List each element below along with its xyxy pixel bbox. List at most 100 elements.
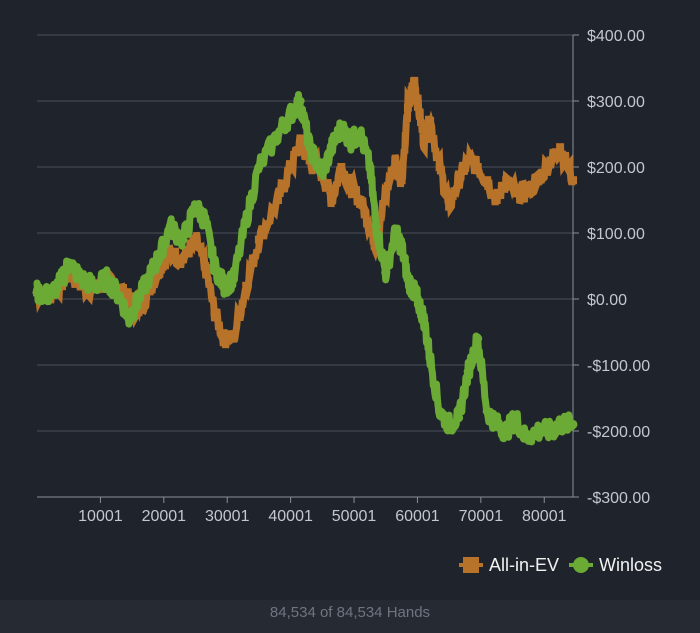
data-point: [273, 129, 283, 139]
data-point: [286, 109, 296, 119]
data-point: [327, 142, 337, 152]
x-tick-label: 80001: [522, 508, 567, 525]
data-point: [220, 334, 229, 343]
y-tick-label: $300.00: [587, 94, 645, 111]
data-point: [533, 426, 543, 436]
data-point: [45, 291, 55, 301]
x-tick-label: 30001: [205, 508, 250, 525]
series-line: [33, 91, 577, 446]
data-point: [242, 281, 251, 290]
y-tick-label: -$100.00: [587, 358, 650, 375]
data-point: [356, 196, 365, 204]
data-point: [134, 308, 143, 317]
data-point: [327, 196, 336, 204]
data-point: [397, 176, 406, 185]
data-point: [365, 162, 375, 172]
data-point: [166, 248, 175, 257]
data-point: [546, 156, 555, 165]
data-point: [473, 334, 483, 344]
series-winloss: [32, 91, 578, 446]
data-point: [146, 268, 156, 278]
data-point: [64, 258, 74, 268]
data-point: [454, 413, 464, 423]
data-point: [241, 215, 251, 225]
data-point: [346, 182, 355, 191]
x-tick-label: 40001: [268, 508, 313, 525]
data-point: [178, 235, 188, 245]
data-point: [413, 97, 422, 105]
data-point: [254, 162, 264, 172]
data-point: [403, 274, 413, 284]
data-point: [492, 196, 501, 204]
data-point: [133, 294, 143, 304]
data-point: [390, 228, 400, 238]
data-point: [200, 215, 210, 225]
y-tick-label: -$300.00: [587, 490, 650, 507]
data-point: [295, 96, 305, 106]
data-point: [32, 287, 42, 297]
data-point: [229, 274, 239, 284]
line-chart: $400.00 $300.00 $200.00 $100.00 $0.00 -$100.0…: [32, 28, 650, 525]
x-tick-label: 50001: [332, 508, 377, 525]
data-point: [473, 163, 482, 171]
data-point: [511, 189, 520, 198]
data-point: [483, 176, 492, 185]
data-point: [445, 202, 454, 211]
y-tick-label: $100.00: [587, 226, 645, 243]
data-point: [102, 274, 112, 284]
data-point: [463, 367, 473, 377]
data-point: [365, 222, 374, 231]
data-point: [568, 419, 578, 429]
data-point: [397, 241, 407, 251]
data-point: [191, 235, 200, 244]
hands-count-footer: 84,534 of 84,534 Hands: [269, 604, 431, 621]
data-point: [419, 314, 429, 324]
data-point: [426, 116, 435, 125]
data-point: [546, 426, 556, 436]
data-point: [76, 274, 86, 284]
data-point: [57, 274, 67, 284]
data-point: [210, 261, 220, 271]
data-point: [346, 136, 356, 146]
x-tick-label: 60001: [395, 508, 440, 525]
data-point: [178, 255, 187, 264]
data-point: [317, 169, 327, 179]
data-point: [533, 176, 542, 185]
data-point: [156, 248, 166, 258]
data-point: [273, 196, 282, 204]
data-point: [419, 136, 428, 145]
data-point: [355, 129, 365, 139]
data-point: [371, 221, 381, 231]
data-point: [511, 413, 521, 423]
data-point: [501, 426, 511, 436]
legend-label-all-in-ev: All-in-EV: [488, 554, 559, 575]
x-tick-label: 10001: [78, 508, 123, 525]
data-point: [412, 294, 422, 304]
y-tick-label: $200.00: [587, 160, 645, 177]
legend-swatch-all-in-ev: [458, 557, 483, 573]
y-tick-label: $400.00: [587, 28, 645, 45]
legend-item-all-in-ev[interactable]: All-in-EV: [458, 554, 559, 576]
data-point: [381, 189, 390, 198]
legend-item-winloss[interactable]: Winloss: [568, 554, 662, 576]
data-point: [191, 202, 201, 212]
data-point: [569, 176, 577, 185]
data-point: [435, 163, 444, 171]
data-point: [165, 221, 175, 231]
data-point: [556, 143, 565, 152]
data-point: [381, 268, 391, 278]
data-point: [89, 281, 99, 291]
y-tick-label: $0.00: [587, 292, 627, 309]
data-point: [454, 176, 463, 185]
data-point: [201, 262, 210, 270]
data-point: [124, 314, 134, 324]
legend-label-winloss: Winloss: [598, 554, 662, 575]
data-point: [502, 176, 511, 185]
series-layer: [32, 76, 578, 446]
data-point: [391, 156, 400, 165]
data-point: [555, 419, 565, 429]
data-point: [305, 142, 315, 152]
data-point: [219, 281, 229, 291]
data-point: [337, 163, 346, 171]
data-point: [444, 419, 454, 429]
